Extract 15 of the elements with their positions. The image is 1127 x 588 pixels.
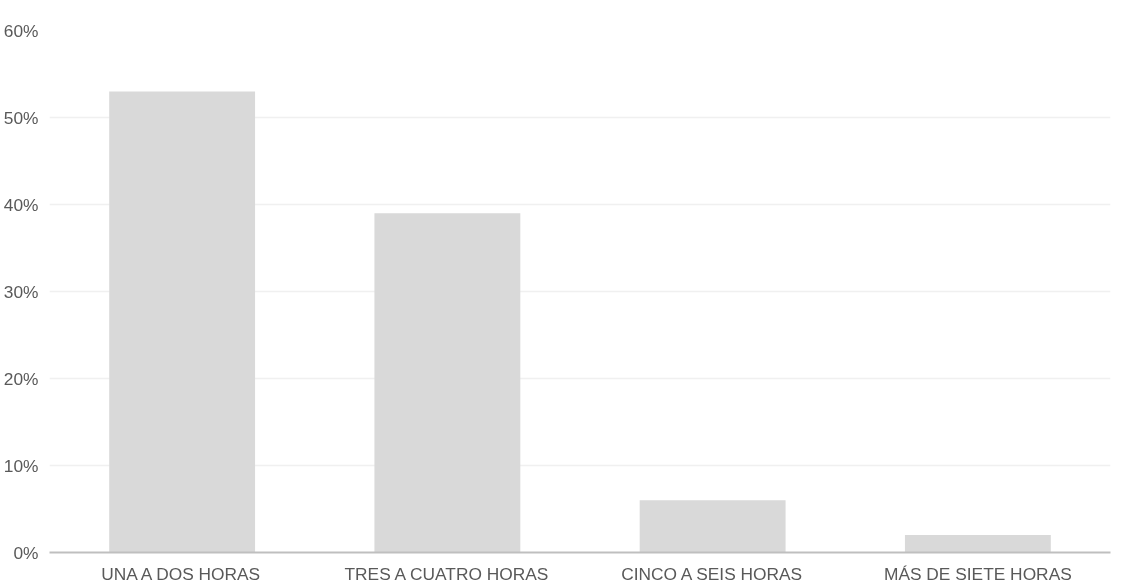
y-tick-label: 40% (3, 194, 39, 215)
bar (109, 91, 256, 553)
y-tick-label: 50% (3, 107, 39, 128)
bar (639, 500, 786, 553)
y-tick-label: 10% (3, 455, 39, 476)
x-tick-label: UNA A DOS HORAS (101, 563, 261, 584)
y-tick-label: 30% (3, 281, 39, 302)
x-tick-label: MÁS DE SIETE HORAS (884, 563, 1072, 584)
x-tick-label: CINCO A SEIS HORAS (621, 563, 803, 584)
x-tick-label: TRES A CUATRO HORAS (344, 563, 549, 584)
y-tick-label: 60% (3, 20, 39, 41)
y-tick-label: 0% (13, 542, 39, 563)
bar (374, 213, 521, 553)
bar (904, 535, 1051, 553)
y-tick-label: 20% (3, 368, 39, 389)
